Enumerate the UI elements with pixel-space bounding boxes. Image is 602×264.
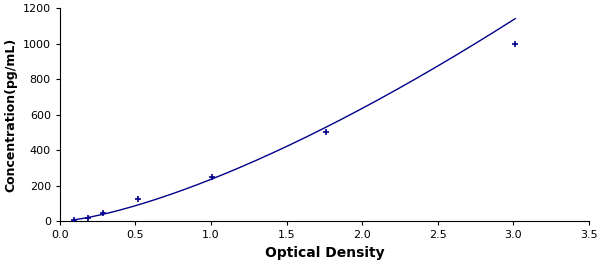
Y-axis label: Concentration(pg/mL): Concentration(pg/mL) — [4, 37, 17, 192]
X-axis label: Optical Density: Optical Density — [265, 246, 384, 260]
